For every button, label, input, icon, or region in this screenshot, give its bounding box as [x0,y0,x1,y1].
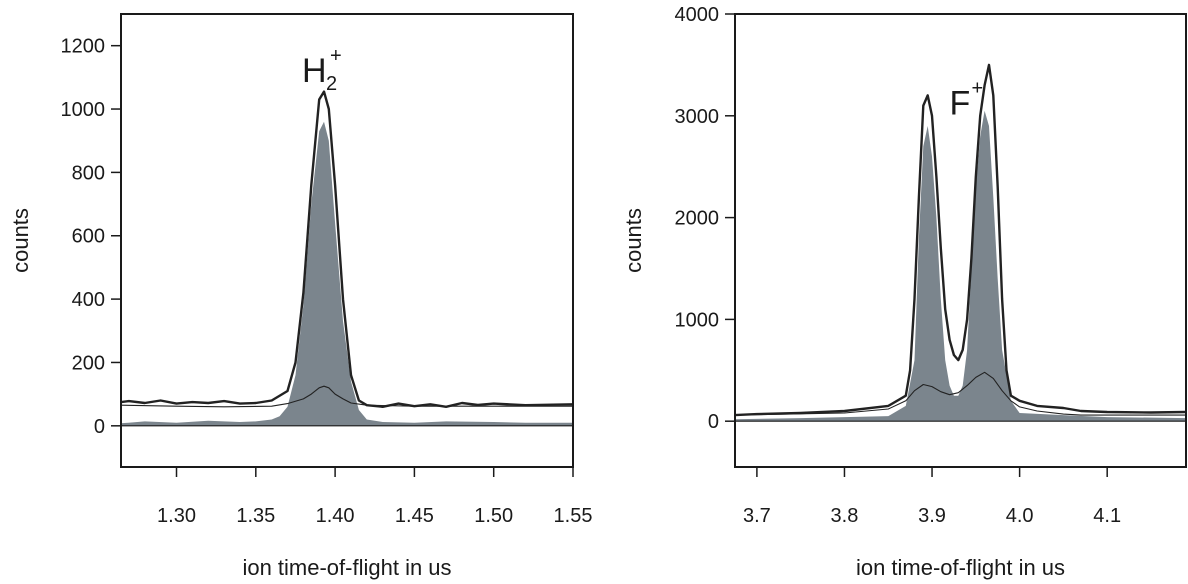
y-tick-label: 4000 [675,4,720,26]
y-tick-label: 1200 [61,36,106,58]
plot-area [735,63,1186,422]
peak-label-superscript: + [971,78,983,100]
x-tick-label: 1.50 [474,505,513,527]
f-plus-panel: 0 1000 2000 3000 4000 3.7 3.8 3.9 4.0 4.1 ion time… [621,4,1187,580]
x-tick-label: 1.45 [395,505,434,527]
peak-label-subscript: 2 [326,73,337,95]
thin-line-series [735,371,1186,416]
x-axis-label: ion time-of-flight in us [856,555,1065,580]
peak-annotation: H 2 + [302,45,342,95]
plot-frame [734,13,1187,468]
x-tick-label: 1.30 [157,505,196,527]
y-axis-label: counts [621,208,646,273]
x-axis-label: ion time-of-flight in us [242,555,451,580]
filled-spectrum-series [121,121,573,426]
plot-area [121,90,573,426]
y-tick-label: 400 [72,289,105,311]
peak-label-base: F [949,85,970,123]
y-tick-label: 600 [72,226,105,248]
x-tick-label: 1.55 [554,505,593,527]
x-tick-label: 1.35 [236,505,275,527]
y-tick-label: 1000 [675,309,720,331]
peak-label-superscript: + [330,45,342,67]
x-tick-label: 4.1 [1093,505,1121,527]
peak-label-base: H [302,52,327,90]
thick-line-series [735,63,1186,417]
peak-annotation: F + [949,78,983,123]
x-tick-label: 3.7 [743,505,771,527]
y-tick-label: 3000 [675,106,720,128]
filled-spectrum-series [735,110,1186,422]
h2-plus-panel: 0 200 400 600 800 1000 1200 1.30 1.35 1.40 1.45 1.5… [8,13,593,580]
y-tick-label: 0 [94,416,105,438]
thin-line-series [121,385,573,408]
y-tick-label: 0 [708,411,719,433]
y-tick-label: 200 [72,352,105,374]
x-tick-label: 3.8 [831,505,859,527]
x-tick-label: 1.40 [316,505,355,527]
y-axis-label: counts [8,208,33,273]
x-tick-label: 3.9 [918,505,946,527]
y-tick-label: 2000 [675,208,720,230]
plot-frame [120,13,574,468]
y-tick-label: 800 [72,162,105,184]
x-tick-label: 4.0 [1006,505,1034,527]
y-tick-label: 1000 [61,99,106,121]
